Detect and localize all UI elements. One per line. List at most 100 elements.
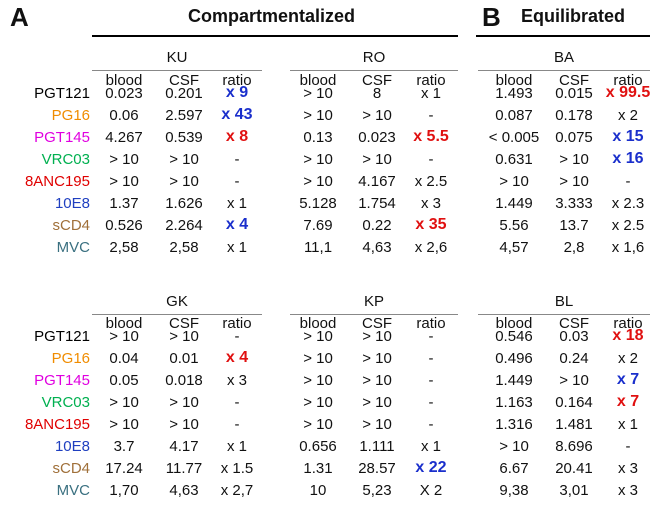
cell-blood: < 0.005 xyxy=(488,129,540,146)
cell-csf: 0.075 xyxy=(555,129,593,146)
cell-csf: > 10 xyxy=(362,151,392,168)
antibody-label: sCD4 xyxy=(52,217,90,234)
patient-underline xyxy=(290,314,458,315)
patient-name: RO xyxy=(362,49,386,66)
column-header-blood: blood xyxy=(495,72,533,89)
column-header-csf: CSF xyxy=(362,72,392,89)
cell-ratio: x 3 xyxy=(617,460,638,477)
cell-ratio: x 16 xyxy=(612,150,644,167)
cell-csf: 4,63 xyxy=(169,482,199,499)
cell-blood: 17.24 xyxy=(105,460,143,477)
cell-blood: > 10 xyxy=(499,173,529,190)
cell-ratio: - xyxy=(428,350,434,367)
cell-ratio: x 7 xyxy=(616,393,640,410)
cell-blood: 0.496 xyxy=(495,350,533,367)
patient-name: KU xyxy=(166,49,188,66)
cell-ratio: x 1.5 xyxy=(220,460,254,477)
cell-blood: > 10 xyxy=(303,151,333,168)
cell-blood: 5.128 xyxy=(299,195,337,212)
cell-blood: 11,1 xyxy=(303,239,333,256)
cell-csf: > 10 xyxy=(362,107,392,124)
cell-csf: 3.333 xyxy=(555,195,593,212)
cell-blood: 7.69 xyxy=(303,217,333,234)
cell-blood: 3.7 xyxy=(113,438,135,455)
cell-blood: 0.631 xyxy=(495,151,533,168)
patient-underline xyxy=(290,70,458,71)
column-header-ratio: ratio xyxy=(613,315,643,332)
cell-ratio: x 1 xyxy=(226,239,247,256)
cell-ratio: x 3 xyxy=(420,195,441,212)
cell-ratio: x 2.5 xyxy=(414,173,448,190)
cell-ratio: - xyxy=(234,328,240,345)
antibody-label: PGT145 xyxy=(34,372,90,389)
cell-ratio: x 2,6 xyxy=(414,239,448,256)
cell-csf: > 10 xyxy=(362,372,392,389)
antibody-label: 8ANC195 xyxy=(24,416,90,433)
cell-ratio: - xyxy=(234,394,240,411)
cell-csf: > 10 xyxy=(362,350,392,367)
section-a-letter: A xyxy=(10,2,29,32)
antibody-label: 10E8 xyxy=(54,438,90,455)
cell-ratio: x 2.5 xyxy=(611,217,645,234)
cell-blood: > 10 xyxy=(109,394,139,411)
cell-csf: 8 xyxy=(372,85,382,102)
cell-csf: > 10 xyxy=(362,394,392,411)
cell-ratio: x 4 xyxy=(225,349,249,366)
patient-name: BL xyxy=(554,293,574,310)
cell-blood: > 10 xyxy=(303,107,333,124)
cell-csf: > 10 xyxy=(362,416,392,433)
column-header-blood: blood xyxy=(495,315,533,332)
cell-csf: 0.201 xyxy=(165,85,203,102)
cell-ratio: x 9 xyxy=(225,84,249,101)
patient-underline xyxy=(92,70,262,71)
cell-blood: > 10 xyxy=(303,328,333,345)
cell-blood: 1.31 xyxy=(303,460,333,477)
cell-csf: 2.264 xyxy=(165,217,203,234)
section-b-divider xyxy=(476,35,650,37)
patient-underline xyxy=(478,70,650,71)
cell-blood: > 10 xyxy=(303,350,333,367)
column-header-blood: blood xyxy=(299,72,337,89)
column-header-csf: CSF xyxy=(559,72,589,89)
cell-blood: 0.05 xyxy=(109,372,139,389)
cell-ratio: x 1,6 xyxy=(611,239,645,256)
antibody-label: 8ANC195 xyxy=(24,173,90,190)
cell-blood: > 10 xyxy=(109,151,139,168)
cell-ratio: - xyxy=(428,328,434,345)
section-a-title: Compartmentalized xyxy=(188,6,356,26)
cell-csf: 0.015 xyxy=(555,85,593,102)
cell-blood: 1.163 xyxy=(495,394,533,411)
patient-underline xyxy=(92,314,262,315)
cell-csf: 0.018 xyxy=(165,372,203,389)
cell-ratio: x 2,7 xyxy=(220,482,254,499)
antibody-label: VRC03 xyxy=(41,394,90,411)
cell-ratio: x 8 xyxy=(225,128,249,145)
cell-csf: 3,01 xyxy=(559,482,589,499)
cell-csf: 5,23 xyxy=(362,482,392,499)
cell-blood: 6.67 xyxy=(499,460,529,477)
cell-blood: 0.087 xyxy=(495,107,533,124)
antibody-label: PGT145 xyxy=(34,129,90,146)
cell-ratio: x 1 xyxy=(420,85,441,102)
cell-blood: 1,70 xyxy=(109,482,139,499)
cell-csf: 1.754 xyxy=(358,195,396,212)
antibody-label: PGT121 xyxy=(34,328,90,345)
cell-ratio: x 15 xyxy=(612,128,644,145)
cell-ratio: - xyxy=(234,151,240,168)
cell-csf: 11.77 xyxy=(165,460,203,477)
column-header-csf: CSF xyxy=(362,315,392,332)
cell-blood: 1.493 xyxy=(495,85,533,102)
antibody-label: PG16 xyxy=(51,350,90,367)
cell-ratio: x 22 xyxy=(415,459,447,476)
cell-blood: > 10 xyxy=(109,173,139,190)
cell-blood: > 10 xyxy=(303,416,333,433)
cell-ratio: - xyxy=(428,394,434,411)
cell-csf: 4.17 xyxy=(169,438,199,455)
cell-csf: 0.539 xyxy=(165,129,203,146)
cell-ratio: x 18 xyxy=(612,327,644,344)
cell-csf: 0.24 xyxy=(559,350,589,367)
cell-blood: 0.546 xyxy=(495,328,533,345)
cell-ratio: x 1 xyxy=(420,438,441,455)
cell-ratio: x 3 xyxy=(617,482,638,499)
cell-csf: 13.7 xyxy=(559,217,589,234)
